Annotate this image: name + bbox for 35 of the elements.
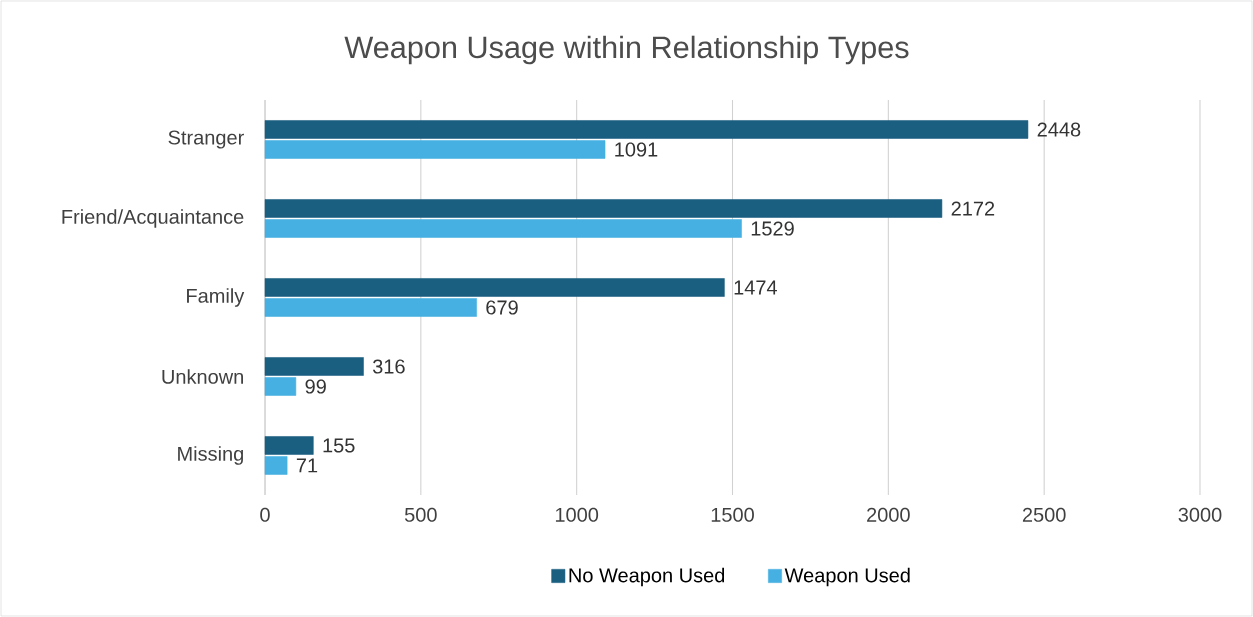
data-label: 155	[323, 438, 355, 453]
data-label: 1474	[734, 280, 778, 295]
y-tick-label: Friend/Acquaintance	[62, 209, 244, 228]
bar	[264, 357, 364, 376]
legend-label: Weapon Used	[784, 567, 910, 587]
bar	[264, 298, 477, 317]
x-tick-label: 0	[260, 507, 270, 522]
x-tick-label: 3000	[1178, 507, 1222, 522]
data-label: 2448	[1037, 122, 1081, 137]
legend-label: No Weapon Used	[569, 567, 725, 587]
data-label: 2172	[951, 201, 995, 216]
bar	[264, 377, 297, 396]
y-tick-label: Unknown	[162, 369, 243, 384]
x-tick-label: 2000	[867, 507, 910, 522]
bar	[264, 278, 725, 297]
data-label: 1529	[751, 221, 794, 236]
x-tick-label: 2500	[1022, 507, 1066, 522]
x-tick-label: 1000	[555, 507, 599, 522]
bar	[264, 120, 1029, 139]
y-tick-label: Family	[187, 288, 245, 307]
data-label: 1091	[615, 142, 658, 157]
bar	[264, 456, 288, 475]
bar	[264, 199, 943, 218]
bar	[264, 219, 742, 238]
chart-title: Weapon Usage within Relationship Types	[344, 35, 909, 65]
bar	[264, 436, 314, 455]
x-tick-label: 500	[404, 507, 437, 522]
data-label: 99	[305, 379, 326, 394]
bar	[264, 140, 606, 159]
x-tick-label: 1500	[711, 507, 754, 522]
data-label: 71	[296, 458, 318, 473]
y-tick-label: Stranger	[168, 130, 244, 149]
y-tick-label: Missing	[178, 446, 243, 465]
data-label: 679	[486, 300, 518, 315]
data-label: 316	[372, 359, 405, 374]
